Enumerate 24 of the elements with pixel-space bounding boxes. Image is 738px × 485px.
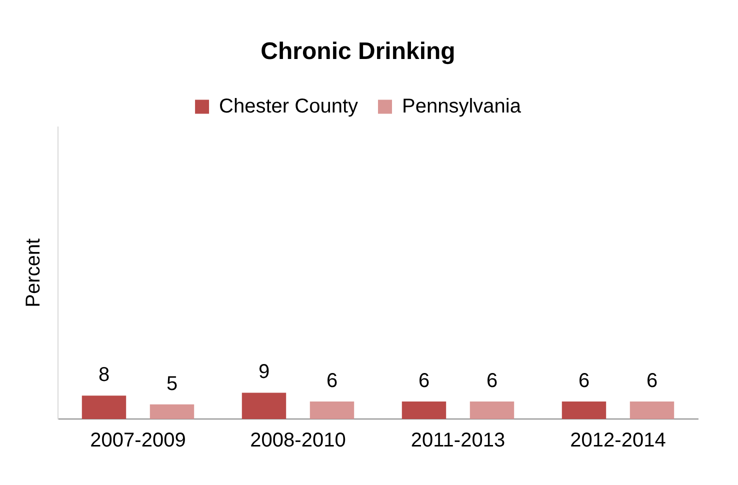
- data-label: 6: [418, 370, 430, 392]
- data-label: 6: [646, 370, 658, 392]
- bar: [630, 401, 674, 419]
- data-label: 8: [98, 364, 110, 386]
- x-tick-label: 2007-2009: [90, 430, 186, 452]
- data-label: 6: [326, 370, 338, 392]
- bar: [310, 401, 354, 419]
- data-label: 6: [578, 370, 590, 392]
- data-label: 5: [166, 372, 178, 395]
- x-tick-label: 2008-2010: [250, 430, 346, 452]
- x-tick-label: 2011-2013: [410, 430, 506, 452]
- chart-title: Chronic Drinking: [260, 38, 456, 66]
- legend-label: Chester County: [219, 95, 358, 118]
- data-label: 9: [258, 361, 270, 384]
- bar: [470, 401, 514, 419]
- data-label: 6: [486, 370, 498, 392]
- x-tick-label: 2012-2014: [570, 430, 666, 452]
- bar: [242, 392, 286, 419]
- bar: [82, 396, 126, 419]
- bar: [402, 401, 446, 419]
- bar: [150, 404, 194, 419]
- legend-label: Pennsylvania: [402, 95, 522, 118]
- bar: [562, 401, 606, 419]
- y-axis-title: Percent: [22, 238, 45, 308]
